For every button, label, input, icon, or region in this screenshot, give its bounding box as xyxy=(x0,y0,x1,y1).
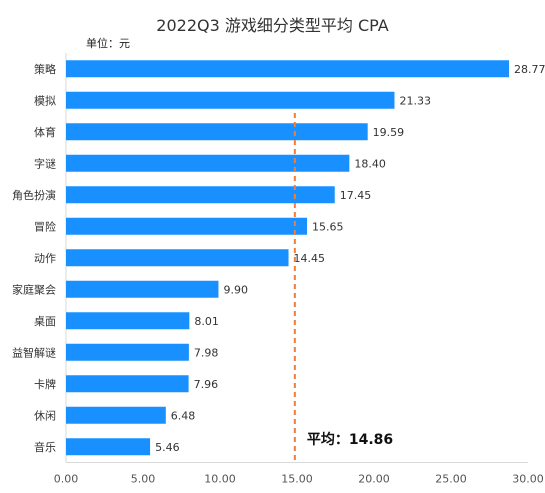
category-label: 益智解谜 xyxy=(12,345,56,359)
value-label: 5.46 xyxy=(155,441,180,454)
value-label: 17.45 xyxy=(340,189,372,202)
x-tick-label: 20.00 xyxy=(358,473,390,486)
category-label: 模拟 xyxy=(34,93,56,107)
x-tick-label: 30.00 xyxy=(512,473,544,486)
x-tick-label: 15.00 xyxy=(281,473,313,486)
value-label: 28.77 xyxy=(514,63,545,76)
bar xyxy=(66,280,219,298)
x-tick-label: 25.00 xyxy=(435,473,467,486)
bar xyxy=(66,123,368,141)
category-label: 体育 xyxy=(34,125,56,139)
value-label: 8.01 xyxy=(194,315,219,328)
x-tick-label: 5.00 xyxy=(131,473,156,486)
category-label: 桌面 xyxy=(34,315,56,328)
bar xyxy=(66,406,166,424)
category-label: 休闲 xyxy=(34,408,56,422)
category-label: 家庭聚会 xyxy=(12,282,56,296)
chart-title: 2022Q3 游戏细分类型平均 CPA xyxy=(156,16,389,35)
x-tick-label: 0.00 xyxy=(54,473,79,486)
category-label: 音乐 xyxy=(34,440,56,454)
bar xyxy=(66,154,350,172)
bar xyxy=(66,249,289,267)
value-label: 19.59 xyxy=(373,126,405,139)
category-label: 动作 xyxy=(34,252,56,265)
value-label: 14.45 xyxy=(294,252,326,265)
value-label: 15.65 xyxy=(312,220,344,233)
value-label: 7.96 xyxy=(194,378,219,391)
value-label: 21.33 xyxy=(399,94,431,107)
category-label: 字谜 xyxy=(34,156,56,170)
value-label: 6.48 xyxy=(171,409,196,422)
bar xyxy=(66,186,335,204)
category-label: 策略 xyxy=(34,62,56,76)
value-label: 9.90 xyxy=(223,283,248,296)
x-tick-label: 10.00 xyxy=(204,473,236,486)
bar xyxy=(66,60,510,78)
category-label: 角色扮演 xyxy=(12,188,56,202)
value-label: 7.98 xyxy=(194,346,219,359)
average-label: 平均：14.86 xyxy=(307,431,393,448)
bar xyxy=(66,438,151,456)
bar xyxy=(66,91,395,109)
bar xyxy=(66,343,189,361)
category-label: 冒险 xyxy=(34,219,56,233)
bar xyxy=(66,217,308,235)
value-label: 18.40 xyxy=(354,157,386,170)
bar xyxy=(66,312,190,330)
unit-label: 单位：元 xyxy=(86,37,130,50)
category-label: 卡牌 xyxy=(34,377,56,391)
bar xyxy=(66,375,189,393)
